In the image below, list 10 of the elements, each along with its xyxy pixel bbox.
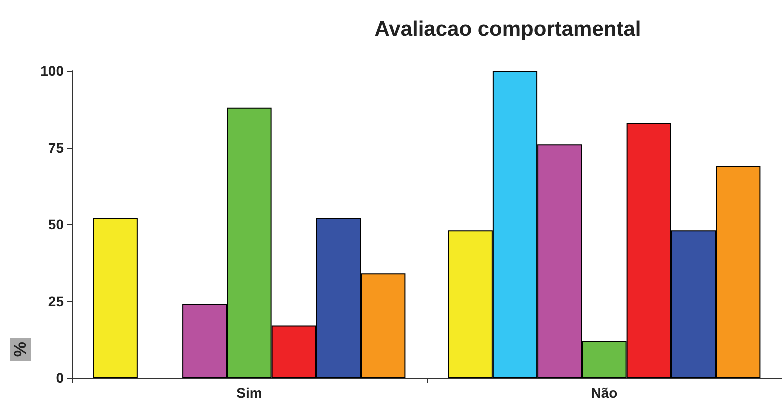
y-tick-label: 0	[56, 370, 64, 386]
x-tick-label: Não	[591, 385, 618, 401]
y-tick-label: 100	[40, 63, 64, 79]
y-axis-title: %	[11, 342, 30, 358]
y-tick-label: 25	[48, 293, 64, 310]
x-tick-label: Sim	[236, 385, 262, 401]
bar	[93, 218, 138, 378]
y-tick-label: 75	[48, 140, 64, 156]
y-tick-label: 50	[48, 216, 64, 232]
chart-title: Avaliacao comportamental	[374, 18, 642, 41]
